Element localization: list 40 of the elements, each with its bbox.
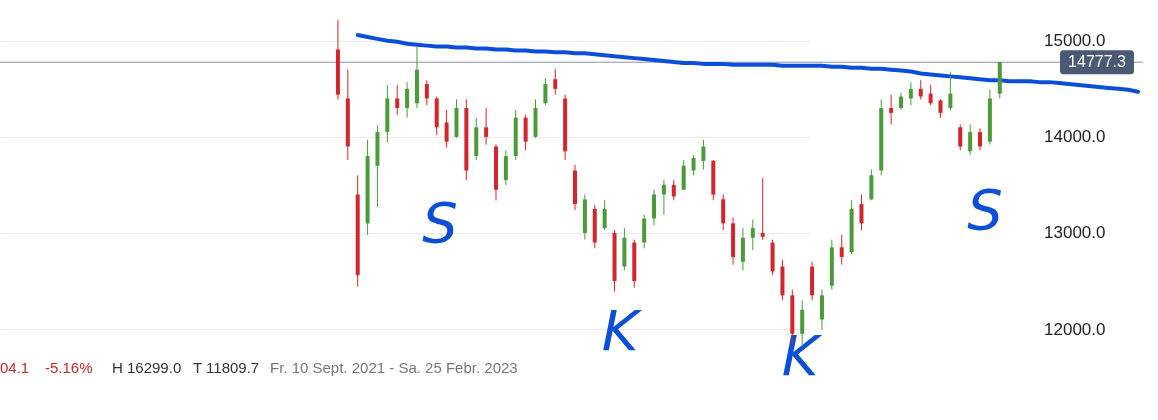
annotation: S xyxy=(967,177,1003,242)
y-tick-label: 14000.0 xyxy=(1044,127,1106,147)
candlestick xyxy=(424,79,429,106)
candlestick xyxy=(968,123,973,156)
candlestick xyxy=(543,77,548,106)
ref-line-label: 14777.3 xyxy=(1068,53,1127,71)
text: H 16299.0 xyxy=(112,359,182,376)
candlestick xyxy=(444,109,449,148)
y-tick-label: 12000.0 xyxy=(1044,319,1106,339)
candlestick xyxy=(661,179,666,216)
candlestick xyxy=(760,177,765,241)
candlestick xyxy=(908,81,913,106)
annotation: K xyxy=(781,323,823,388)
candlestick xyxy=(395,84,400,116)
annotation: Fr. 10 Sept. 2021 - Sa. 25 Febr. 2023 xyxy=(270,359,518,376)
candlestick xyxy=(928,84,933,106)
candlestick xyxy=(701,139,706,171)
candlestick xyxy=(553,68,558,96)
y-tick-label: 15000.0 xyxy=(1044,31,1106,51)
text: -5.16% xyxy=(45,359,93,376)
candlestick xyxy=(958,123,963,151)
candlestick xyxy=(978,127,983,151)
annotation: K xyxy=(601,298,643,363)
candlestick xyxy=(750,219,755,251)
candlestick xyxy=(405,81,410,119)
candlestick xyxy=(484,107,489,146)
candlestick xyxy=(859,194,864,231)
candlestick xyxy=(918,79,923,100)
candlestick xyxy=(889,94,894,125)
candlestick xyxy=(839,234,844,266)
text: T 11809.7 xyxy=(193,359,260,376)
candlestick xyxy=(602,199,607,231)
candlestick xyxy=(691,154,696,176)
text: 04.1 xyxy=(0,359,30,376)
candlestick xyxy=(938,98,943,119)
candlestick xyxy=(948,71,953,111)
candlestick xyxy=(671,179,676,201)
y-tick-label: 13000.0 xyxy=(1044,223,1106,243)
line-series xyxy=(355,33,1141,94)
annotation: S xyxy=(422,190,458,255)
